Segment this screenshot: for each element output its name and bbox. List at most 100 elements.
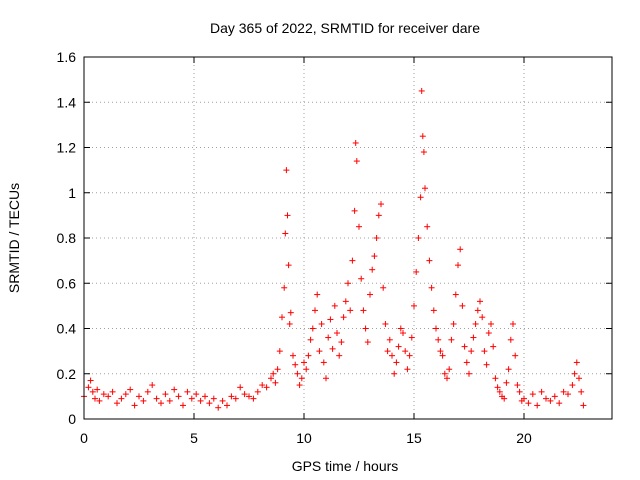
data-point	[347, 307, 354, 314]
data-point	[492, 375, 499, 382]
y-tick-label: 0.6	[57, 275, 77, 291]
data-point	[470, 334, 477, 341]
data-point	[180, 402, 186, 409]
x-axis-label: GPS time / hours	[292, 458, 399, 474]
data-point	[386, 336, 393, 343]
data-point	[474, 307, 481, 314]
data-point	[485, 330, 492, 337]
data-point	[118, 395, 125, 402]
data-point	[569, 382, 576, 389]
data-point	[472, 320, 479, 327]
data-point	[406, 352, 413, 359]
data-point	[349, 257, 356, 264]
data-point	[461, 343, 468, 350]
data-point	[290, 352, 296, 359]
data-point	[241, 391, 248, 398]
data-point	[338, 339, 345, 346]
y-tick-label: 1.4	[57, 94, 77, 110]
data-point	[206, 400, 213, 407]
data-point	[327, 316, 334, 323]
data-point	[367, 291, 373, 298]
data-point	[246, 393, 252, 400]
data-point	[448, 336, 455, 343]
plot-frame	[83, 56, 613, 420]
y-tick-label: 1.6	[57, 49, 77, 65]
data-point	[250, 395, 257, 402]
data-point	[496, 388, 503, 395]
data-point	[516, 388, 523, 395]
data-point	[303, 366, 310, 373]
data-point	[281, 284, 288, 291]
data-point	[358, 275, 365, 282]
data-point	[534, 402, 541, 409]
data-point	[380, 284, 387, 291]
data-point	[397, 325, 404, 332]
y-axis-label: SRMTID / TECUs	[6, 183, 22, 293]
data-point	[232, 395, 239, 402]
data-point	[188, 395, 195, 402]
data-point	[270, 370, 277, 377]
data-point	[325, 334, 332, 341]
data-point	[578, 388, 585, 395]
data-point	[96, 397, 103, 404]
data-point	[560, 388, 567, 395]
data-point	[323, 375, 329, 382]
data-point	[274, 366, 281, 373]
data-point	[580, 402, 587, 409]
data-point	[547, 397, 554, 404]
x-tick-label: 15	[406, 430, 422, 446]
data-point	[171, 386, 178, 393]
data-point	[127, 386, 134, 393]
data-point	[89, 388, 96, 395]
y-tick-label: 0.2	[57, 366, 77, 382]
data-point	[331, 302, 338, 309]
data-point	[268, 375, 274, 382]
data-point	[162, 391, 169, 398]
data-point	[193, 391, 200, 398]
data-point	[494, 384, 501, 391]
data-point	[378, 201, 384, 208]
data-point	[446, 366, 453, 373]
data-point	[272, 379, 279, 386]
data-point	[318, 320, 325, 327]
data-point	[336, 352, 343, 359]
data-point	[284, 212, 291, 219]
data-point	[426, 257, 433, 264]
y-tick-label: 0.8	[57, 230, 77, 246]
data-point	[488, 320, 494, 327]
data-point	[316, 348, 323, 355]
data-point	[215, 404, 222, 411]
data-point	[505, 366, 512, 373]
data-point	[356, 223, 362, 230]
data-point	[114, 400, 120, 407]
data-point	[364, 339, 371, 346]
data-point	[175, 393, 182, 400]
data-point	[435, 336, 442, 343]
data-point	[418, 87, 425, 94]
data-point	[466, 370, 472, 377]
data-point	[197, 397, 204, 404]
data-point	[463, 359, 470, 366]
data-point	[393, 359, 400, 366]
data-point	[87, 377, 94, 384]
data-point	[92, 395, 98, 402]
data-point	[345, 280, 351, 287]
data-point	[131, 402, 138, 409]
data-point	[529, 391, 536, 398]
data-point	[94, 386, 101, 393]
data-point	[551, 393, 558, 400]
data-point	[400, 330, 406, 337]
data-point	[224, 402, 230, 409]
data-point	[444, 375, 450, 382]
data-point	[362, 325, 369, 332]
data-point	[525, 400, 532, 407]
data-point	[314, 291, 321, 298]
data-point	[237, 384, 244, 391]
data-point	[468, 348, 475, 355]
data-point	[371, 253, 378, 260]
data-point	[285, 262, 292, 269]
data-point	[307, 336, 314, 343]
data-point	[294, 370, 301, 377]
data-point	[576, 375, 582, 382]
